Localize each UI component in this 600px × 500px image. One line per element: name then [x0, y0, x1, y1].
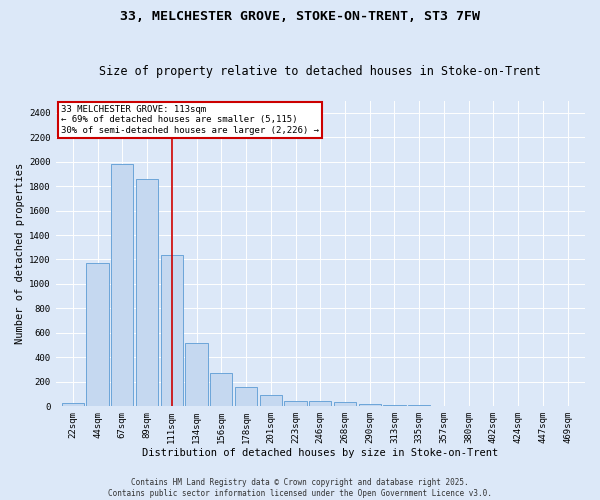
Text: 33, MELCHESTER GROVE, STOKE-ON-TRENT, ST3 7FW: 33, MELCHESTER GROVE, STOKE-ON-TRENT, ST… — [120, 10, 480, 23]
Bar — [309, 402, 331, 406]
Bar — [260, 395, 282, 406]
Bar — [359, 404, 381, 406]
Bar — [334, 402, 356, 406]
Bar — [284, 400, 307, 406]
Text: Contains HM Land Registry data © Crown copyright and database right 2025.
Contai: Contains HM Land Registry data © Crown c… — [108, 478, 492, 498]
Bar — [111, 164, 133, 406]
Bar — [136, 179, 158, 406]
Bar — [161, 254, 183, 406]
Bar — [235, 388, 257, 406]
Bar — [383, 405, 406, 406]
Bar — [62, 403, 84, 406]
Y-axis label: Number of detached properties: Number of detached properties — [15, 162, 25, 344]
Text: 33 MELCHESTER GROVE: 113sqm
← 69% of detached houses are smaller (5,115)
30% of : 33 MELCHESTER GROVE: 113sqm ← 69% of det… — [61, 105, 319, 135]
X-axis label: Distribution of detached houses by size in Stoke-on-Trent: Distribution of detached houses by size … — [142, 448, 499, 458]
Title: Size of property relative to detached houses in Stoke-on-Trent: Size of property relative to detached ho… — [100, 66, 541, 78]
Bar — [210, 372, 232, 406]
Bar — [86, 263, 109, 406]
Bar — [185, 342, 208, 406]
